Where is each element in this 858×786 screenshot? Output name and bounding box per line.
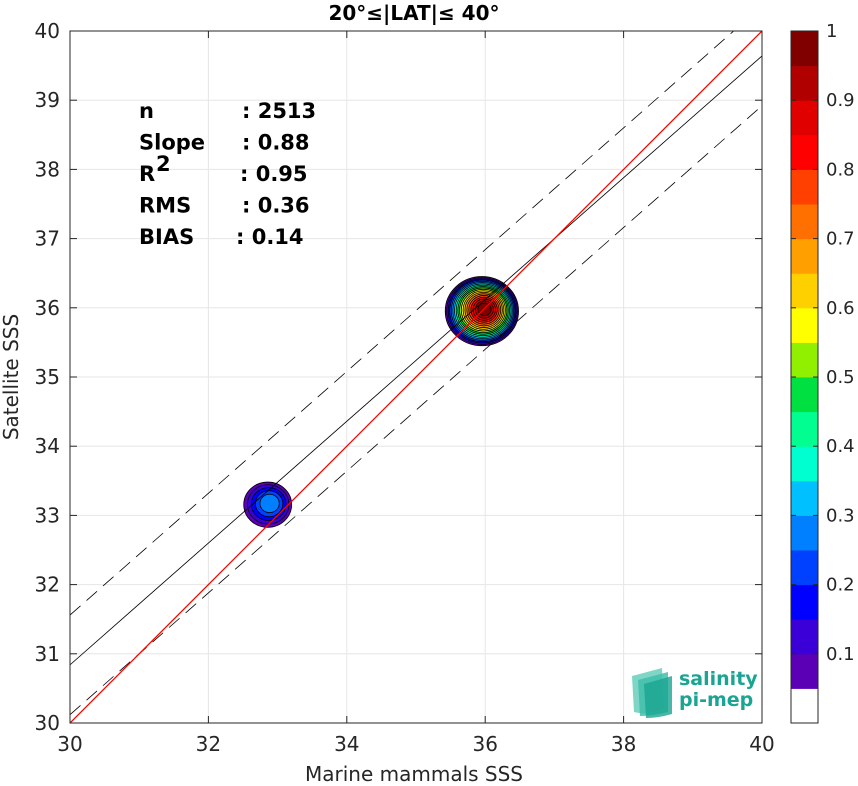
stats-box: n : 2513 Slope : 0.88 R 2 : 0.95 RMS : 0.36 BIAS:… xyxy=(139,99,316,249)
stat-label: BIAS xyxy=(139,225,194,249)
colorbar-tick-label: 0.4 xyxy=(826,436,855,457)
colorbar-tick-label: 0.3 xyxy=(826,505,855,526)
stat-value: : 0.36 xyxy=(242,194,310,218)
x-axis-label: Marine mammals SSS xyxy=(305,762,523,786)
colorbar-band xyxy=(791,653,818,689)
colorbar-tick-label: 0.9 xyxy=(826,90,855,111)
regression-lines xyxy=(70,31,762,723)
colorbar-tick-label: 0.1 xyxy=(826,644,855,665)
stat-value: : 0.14 xyxy=(236,225,304,249)
colorbar-tick-label: 0.8 xyxy=(826,159,855,180)
y-tick-label: 36 xyxy=(35,296,60,320)
x-tick-label: 36 xyxy=(472,732,497,756)
axis-ticks: 30 32 34 36 38 40 30 31 32 33 34 35 36 37 38 39 40 xyxy=(35,19,775,756)
colorbar-band xyxy=(791,204,818,240)
colorbar-tick-label: 0.5 xyxy=(826,367,855,388)
stat-label: R xyxy=(139,162,155,186)
colorbar-band xyxy=(791,169,818,205)
colorbar-band xyxy=(791,31,818,67)
stat-label: RMS xyxy=(139,194,191,218)
y-tick-label: 39 xyxy=(35,88,60,112)
wave-icon xyxy=(632,668,672,718)
colorbar-band xyxy=(791,550,818,586)
colorbar-band xyxy=(791,273,818,309)
y-tick-label: 38 xyxy=(35,157,60,181)
y-tick-label: 35 xyxy=(35,365,60,389)
colorbar: 0.1 0.2 0.3 0.4 0.5 0.6 0.7 0.8 0.9 1 xyxy=(790,21,855,724)
colorbar-band xyxy=(791,446,818,482)
identity-line xyxy=(70,31,762,723)
x-tick-label: 30 xyxy=(57,732,82,756)
colorbar-band xyxy=(791,411,818,447)
colorbar-tick-label: 0.7 xyxy=(826,229,855,250)
colorbar-band xyxy=(791,238,818,274)
density-level xyxy=(259,493,280,514)
stat-label-superscript: 2 xyxy=(156,152,171,176)
y-tick-label: 31 xyxy=(35,642,60,666)
x-tick-label: 40 xyxy=(749,732,774,756)
colorbar-band xyxy=(791,619,818,655)
colorbar-band xyxy=(791,480,818,516)
y-tick-label: 32 xyxy=(35,573,60,597)
colorbar-band xyxy=(791,307,818,343)
colorbar-band xyxy=(791,342,818,378)
salinity-pimep-logo: salinity pi-mep xyxy=(632,668,758,718)
y-tick-label: 30 xyxy=(35,711,60,735)
stat-value: : 2513 xyxy=(242,99,316,123)
colorbar-tick-label: 0.6 xyxy=(826,298,855,319)
x-tick-label: 38 xyxy=(611,732,636,756)
y-axis-label: Satellite SSS xyxy=(0,314,23,440)
x-tick-label: 34 xyxy=(334,732,359,756)
stat-label: Slope xyxy=(139,131,205,155)
grid-lines xyxy=(69,30,763,724)
colorbar-band xyxy=(791,100,818,136)
colorbar-band xyxy=(791,584,818,620)
stat-label: n xyxy=(139,99,154,123)
x-tick-label: 32 xyxy=(196,732,221,756)
y-tick-label: 40 xyxy=(35,19,60,43)
colorbar-band xyxy=(791,377,818,413)
y-tick-label: 37 xyxy=(35,227,60,251)
chart-title: 20°≤|LAT|≤ 40° xyxy=(328,1,499,25)
colorbar-tick-label: 1 xyxy=(826,21,837,42)
logo-line2: pi-mep xyxy=(679,689,753,711)
logo-line1: salinity xyxy=(679,668,758,690)
colorbar-band xyxy=(791,134,818,170)
y-tick-label: 33 xyxy=(35,503,60,527)
colorbar-band xyxy=(791,65,818,101)
stat-value: : 0.88 xyxy=(242,131,310,155)
stat-value: : 0.95 xyxy=(240,162,308,186)
fit-line xyxy=(70,55,762,666)
colorbar-tick-label: 0.2 xyxy=(826,575,855,596)
colorbar-band xyxy=(791,515,818,551)
y-tick-label: 34 xyxy=(35,434,60,458)
colorbar-band xyxy=(791,688,818,724)
